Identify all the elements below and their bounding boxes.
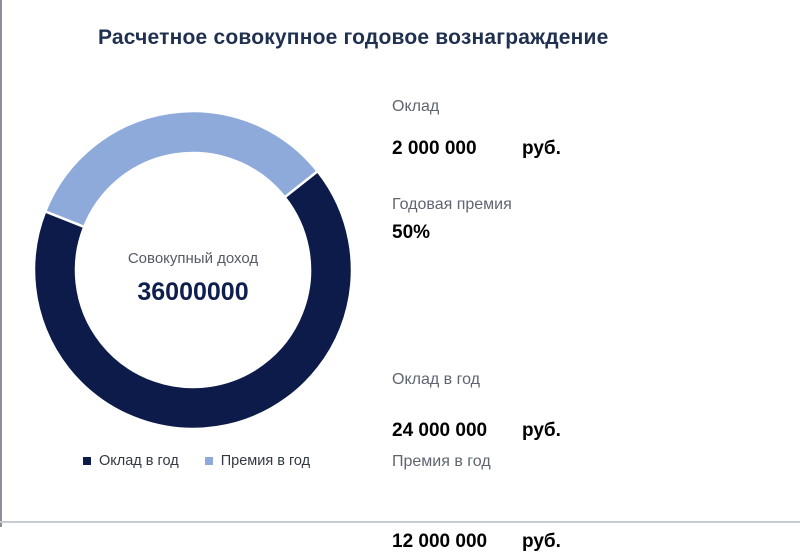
- annual-salary-row: 24 000 000 руб.: [392, 420, 592, 444]
- slice-bonus: [43, 109, 320, 229]
- salary-row: 2 000 000 руб.: [392, 138, 592, 162]
- annual-bonus-row: 12 000 000 руб.: [392, 531, 592, 555]
- donut-chart: [32, 109, 354, 431]
- annual-bonus-unit: руб.: [522, 531, 561, 552]
- salary-value: 2 000 000: [392, 138, 477, 159]
- salary-unit: руб.: [522, 138, 561, 159]
- center-label: Совокупный доход: [127, 250, 259, 267]
- legend-swatch-bonus: [204, 457, 213, 465]
- chart-title: Расчетное совокупное годовое вознагражде…: [98, 26, 609, 49]
- legend-item-salary: Оклад в год: [83, 453, 179, 469]
- center-value: 36000000: [137, 278, 249, 306]
- salary-label: Оклад: [392, 98, 440, 115]
- legend-item-bonus: Премия в год: [204, 453, 311, 469]
- annual-salary-value: 24 000 000: [392, 420, 488, 441]
- annual-bonus-label: Премия в год: [392, 453, 491, 470]
- annual-salary-label: Оклад в год: [392, 371, 480, 388]
- slice-salary: [32, 169, 354, 431]
- bonus-label: Годовая премия: [392, 196, 512, 213]
- frame-border-bottom: [0, 521, 800, 523]
- legend-label-salary: Оклад в год: [99, 453, 179, 469]
- legend-label-bonus: Премия в год: [220, 453, 311, 469]
- frame-border-left: [0, 0, 2, 527]
- annual-bonus-value: 12 000 000: [392, 531, 488, 552]
- chart-legend: Оклад в год Премия в год: [83, 453, 310, 469]
- bonus-value: 50%: [392, 222, 431, 243]
- legend-swatch-salary: [83, 457, 91, 465]
- annual-salary-unit: руб.: [522, 420, 561, 441]
